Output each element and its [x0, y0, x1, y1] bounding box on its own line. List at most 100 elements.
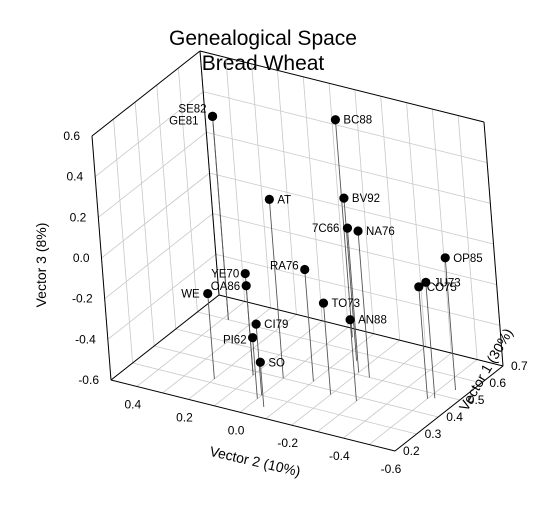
point-7c66: [342, 223, 353, 233]
point-label-so: SO: [268, 357, 285, 369]
drop-line-we: [207, 293, 215, 379]
z-tick-label: -0.6: [78, 373, 99, 387]
point-label-we: WE: [181, 289, 200, 301]
x-tick-label: 0.4: [124, 397, 141, 411]
point-to73: [318, 298, 329, 308]
gridline-floor: [343, 352, 452, 439]
tick-labels: 0.40.20.0-0.2-0.4-0.60.20.30.40.50.60.70…: [63, 129, 528, 476]
x-tick-label: 0.2: [176, 410, 193, 424]
grid-layer: [91, 50, 504, 452]
box-edge: [483, 121, 504, 367]
point-label-to73: TO73: [331, 298, 360, 310]
z-tick-label: 0.2: [70, 210, 87, 224]
drop-line-an88: [349, 319, 357, 402]
drop-line-so: [259, 362, 265, 408]
y-tick-label: 0.3: [425, 427, 442, 441]
gridline-left-wall: [107, 254, 217, 340]
gridline-floor: [317, 346, 426, 432]
x-tick-label: -0.4: [329, 449, 350, 463]
point-label-op85: OP85: [453, 253, 482, 265]
point-an88: [345, 315, 355, 325]
point-ye70: [240, 268, 250, 279]
gridline-floor: [136, 301, 246, 387]
gridline-left-wall: [94, 91, 204, 177]
gridline-floor: [214, 320, 323, 407]
y-tick-label: 0.2: [403, 444, 420, 458]
z-tick-label: 0.0: [73, 251, 90, 265]
x-tick-label: -0.2: [277, 436, 298, 450]
z-tick-label: -0.4: [75, 332, 96, 346]
gridline-floor: [239, 326, 349, 413]
drop-line-ge81: [212, 116, 229, 320]
point-ra76: [300, 264, 310, 275]
point-ge81: [207, 111, 218, 122]
point-label-na76: NA76: [366, 226, 395, 238]
box-edge: [110, 294, 220, 381]
z-tick-label: 0.4: [66, 170, 83, 184]
point-we: [203, 288, 213, 299]
point-bc88: [330, 115, 341, 125]
y-tick-label: 0.7: [511, 359, 528, 373]
gridline-left-wall: [101, 172, 210, 259]
point-pi62: [248, 333, 258, 343]
drop-line-bv92: [343, 198, 358, 361]
drop-line-at: [268, 199, 284, 379]
point-label-ge81: GE81: [169, 115, 198, 127]
drop-lines: [207, 116, 456, 408]
point-label-ra76: RA76: [270, 260, 299, 272]
box-edge: [91, 50, 201, 137]
chart-title-line-2: Bread Wheat: [202, 52, 325, 75]
drop-line-pi62: [252, 337, 258, 399]
point-at: [264, 194, 274, 204]
y-axis-line: [394, 365, 504, 452]
x-axis-line: [110, 379, 396, 452]
z-tick-label: 0.6: [63, 129, 80, 143]
gridline-back-wall: [212, 213, 497, 286]
box-edge: [199, 50, 485, 123]
gridline-back-wall: [203, 91, 488, 164]
point-so: [255, 357, 265, 367]
gridline-back-wall: [215, 253, 500, 326]
point-op85: [440, 253, 450, 263]
point-label-an88: AN88: [358, 315, 387, 327]
point-label-ci79: CI79: [264, 319, 288, 331]
drop-line-co75: [418, 286, 428, 399]
x-tick-label: 0.0: [228, 423, 245, 437]
drop-line-oa86: [245, 285, 254, 376]
z-axis-label: Vector 3 (8%): [33, 223, 49, 308]
gridline-left-wall: [98, 132, 207, 218]
point-na76: [353, 226, 363, 236]
gridline-back-wall: [206, 131, 491, 204]
y-tick-label: 0.6: [489, 376, 506, 390]
point-label-pi62: PI62: [223, 335, 247, 347]
gridline-floor: [291, 339, 400, 426]
gridline-floor: [154, 345, 439, 418]
gridline-floor: [368, 359, 478, 445]
point-label-co75: CO75: [427, 282, 457, 294]
point-label-ye70: YE70: [211, 269, 239, 281]
point-co75: [414, 282, 424, 292]
gridline-left-wall: [104, 213, 213, 299]
point-label-oa86: OA86: [211, 281, 240, 293]
point-oa86: [241, 281, 251, 291]
gridline-floor: [197, 311, 482, 384]
drop-line-ra76: [304, 269, 314, 382]
gridline-floor: [188, 314, 297, 400]
point-label-ju73: JU73: [434, 277, 461, 289]
drop-line-7c66: [346, 228, 360, 373]
z-tick-label: -0.2: [72, 292, 93, 306]
gridline-floor: [265, 333, 375, 420]
chart-title-line-1: Genealogical Space: [169, 27, 357, 50]
point-ci79: [251, 319, 261, 329]
point-label-se82: SE82: [178, 103, 206, 115]
z-axis-line: [91, 135, 112, 381]
drop-line-na76: [357, 230, 370, 378]
point-bv92: [339, 193, 349, 203]
box-edge: [199, 50, 220, 296]
point-label-at: AT: [277, 194, 291, 206]
gridline-floor: [132, 362, 417, 435]
x-tick-label: -0.6: [381, 462, 402, 476]
box-edge: [218, 294, 504, 367]
